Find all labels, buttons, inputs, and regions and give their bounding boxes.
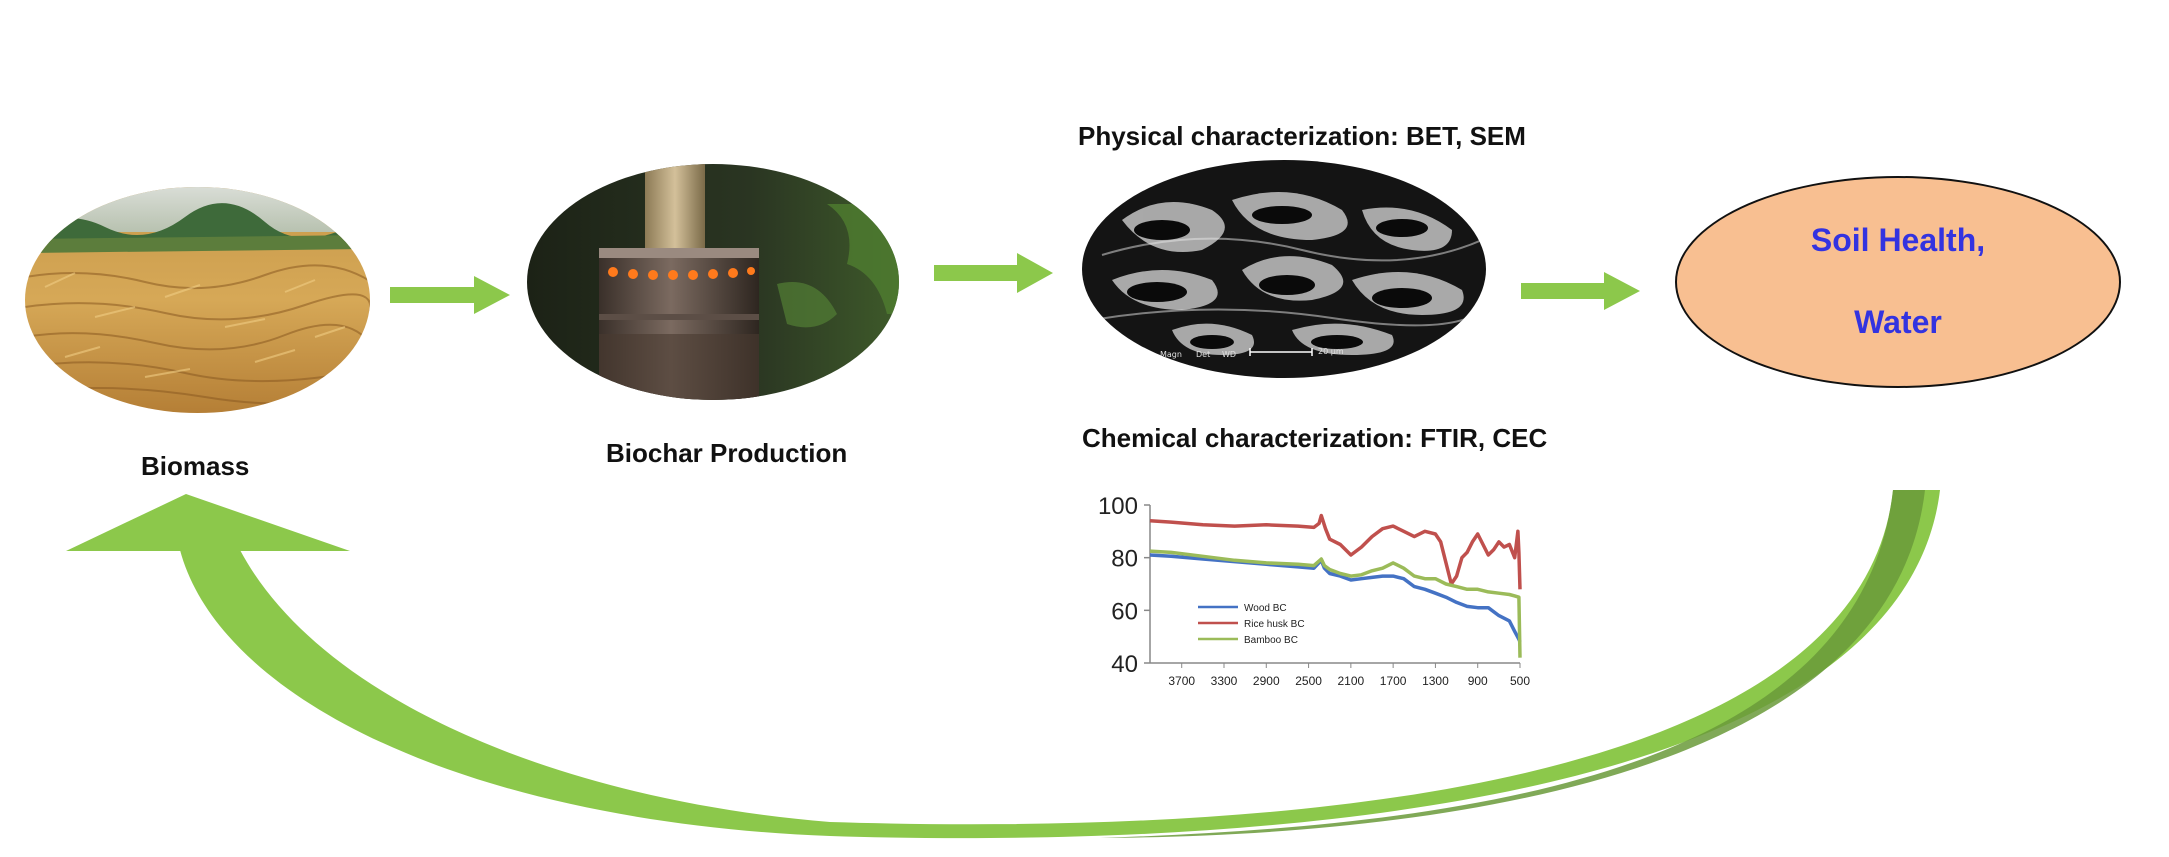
y-tick-label: 40 bbox=[1111, 651, 1138, 678]
legend-label: Bamboo BC bbox=[1244, 635, 1298, 646]
series-line-rice-husk-bc bbox=[1149, 513, 1522, 590]
sem-wd-label: WD bbox=[1222, 350, 1237, 359]
biomass-label: Biomass bbox=[141, 451, 250, 481]
x-tick-label: 3700 bbox=[1168, 674, 1195, 688]
x-tick-label: 1700 bbox=[1380, 674, 1407, 688]
arrow-right-2 bbox=[934, 253, 1053, 293]
series-line-bamboo-bc bbox=[1149, 549, 1522, 658]
outcome-ellipse: Soil Health, Water bbox=[1675, 176, 2121, 388]
x-tick-label: 2100 bbox=[1338, 674, 1365, 688]
sem-mag-label: Magn bbox=[1160, 350, 1182, 359]
arrow-right-3 bbox=[1521, 272, 1640, 310]
return-arrow-head bbox=[66, 494, 350, 551]
x-tick-label: 900 bbox=[1468, 674, 1488, 688]
biochar-production-label: Biochar Production bbox=[606, 438, 848, 468]
x-tick-label: 2900 bbox=[1253, 674, 1280, 688]
sem-scale-label: 20 µm bbox=[1318, 347, 1344, 356]
x-tick-label: 1300 bbox=[1422, 674, 1449, 688]
biomass-photo bbox=[25, 187, 370, 413]
x-tick-label: 2500 bbox=[1295, 674, 1322, 688]
y-tick-label: 100 bbox=[1098, 493, 1138, 520]
return-arrow-band bbox=[180, 490, 1940, 839]
sem-det-label: Det bbox=[1196, 350, 1211, 359]
y-tick-label: 60 bbox=[1111, 598, 1138, 625]
chemical-characterization-label: Chemical characterization: FTIR, CEC bbox=[1082, 423, 1548, 453]
outcome-line-2: Water bbox=[1854, 304, 1942, 340]
sem-micrograph: Magn Det WD 20 µm bbox=[1082, 160, 1486, 378]
legend-label: Rice husk BC bbox=[1244, 619, 1305, 630]
physical-characterization-label: Physical characterization: BET, SEM bbox=[1078, 121, 1526, 151]
legend-label: Wood BC bbox=[1244, 603, 1287, 614]
x-tick-label: 500 bbox=[1510, 674, 1530, 688]
ftir-chart: 40 60 80 100 3700 3300 2900 2500 2100 1700 1300 900… bbox=[1098, 493, 1530, 688]
outcome-line-1: Soil Health, bbox=[1810, 222, 1986, 258]
x-tick-label: 3300 bbox=[1211, 674, 1238, 688]
biochar-kiln-photo bbox=[527, 164, 899, 400]
series-line-wood-bc bbox=[1149, 553, 1522, 643]
y-tick-label: 80 bbox=[1111, 546, 1138, 573]
arrow-right-1 bbox=[390, 276, 510, 314]
